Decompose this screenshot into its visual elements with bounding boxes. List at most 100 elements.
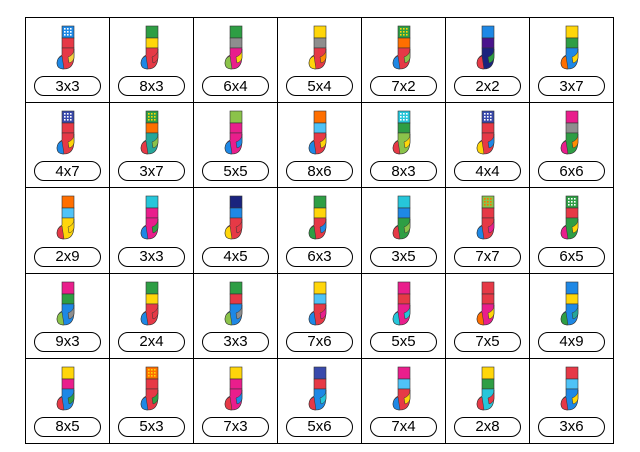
sock-icon	[476, 110, 500, 156]
sock-icon	[56, 195, 80, 241]
sock-icon	[476, 25, 500, 71]
sock-card[interactable]: 3x5	[362, 188, 446, 274]
sock-card[interactable]: 4x5	[194, 188, 278, 274]
sock-icon	[140, 281, 164, 327]
sock-icon	[476, 195, 500, 241]
sock-card[interactable]: 6x5	[530, 188, 614, 274]
sock-card[interactable]: 2x8	[446, 358, 530, 444]
sock-icon	[392, 366, 416, 412]
sock-icon	[308, 195, 332, 241]
sock-card[interactable]: 4x7	[26, 103, 110, 189]
sock-card[interactable]: 6x3	[278, 188, 362, 274]
sock-card[interactable]: 3x7	[530, 18, 614, 104]
sock-card[interactable]: 7x7	[446, 188, 530, 274]
sock-card[interactable]: 3x3	[194, 273, 278, 359]
sock-icon	[308, 25, 332, 71]
problem-label: 2x2	[454, 76, 521, 97]
sock-card[interactable]: 7x4	[362, 358, 446, 444]
sock-card[interactable]: 5x5	[362, 273, 446, 359]
problem-label: 4x4	[454, 161, 521, 182]
problem-label: 6x3	[286, 246, 353, 267]
sock-card[interactable]: 9x3	[26, 273, 110, 359]
sock-card[interactable]: 2x2	[446, 18, 530, 104]
sock-card[interactable]: 2x4	[110, 273, 194, 359]
problem-label: 7x3	[202, 416, 269, 437]
sock-card[interactable]: 3x3	[26, 18, 110, 104]
sock-card[interactable]: 7x2	[362, 18, 446, 104]
problem-label: 7x6	[286, 331, 353, 352]
problem-label: 2x4	[118, 331, 185, 352]
problem-label: 5x5	[370, 331, 437, 352]
sock-card[interactable]: 3x3	[110, 188, 194, 274]
problem-label: 3x7	[538, 76, 605, 97]
problem-label: 6x6	[538, 161, 605, 182]
problem-label: 8x3	[118, 76, 185, 97]
sock-card[interactable]: 6x6	[530, 103, 614, 189]
sock-card[interactable]: 8x6	[278, 103, 362, 189]
problem-label: 9x3	[34, 331, 101, 352]
problem-label: 6x5	[538, 246, 605, 267]
sock-card[interactable]: 3x7	[110, 103, 194, 189]
sock-icon	[392, 110, 416, 156]
sock-card[interactable]: 8x5	[26, 358, 110, 444]
problem-label: 3x3	[118, 246, 185, 267]
problem-label: 2x8	[454, 416, 521, 437]
sock-icon	[560, 195, 584, 241]
sock-card[interactable]: 8x3	[110, 18, 194, 104]
problem-label: 6x4	[202, 76, 269, 97]
problem-label: 8x3	[370, 161, 437, 182]
sock-icon	[224, 281, 248, 327]
problem-label: 3x7	[118, 161, 185, 182]
problem-label: 2x9	[34, 246, 101, 267]
sock-icon	[224, 110, 248, 156]
sock-icon	[224, 25, 248, 71]
problem-label: 5x3	[118, 416, 185, 437]
sock-icon	[56, 281, 80, 327]
card-grid: 3x3 8x3 6x4	[25, 17, 614, 444]
sock-card[interactable]: 7x3	[194, 358, 278, 444]
problem-label: 3x3	[34, 76, 101, 97]
sock-card[interactable]: 4x4	[446, 103, 530, 189]
sock-card[interactable]: 5x4	[278, 18, 362, 104]
sock-card[interactable]: 4x9	[530, 273, 614, 359]
problem-label: 4x5	[202, 246, 269, 267]
sock-icon	[392, 281, 416, 327]
sock-card[interactable]: 5x6	[278, 358, 362, 444]
sock-icon	[224, 195, 248, 241]
problem-label: 3x5	[370, 246, 437, 267]
sock-icon	[560, 110, 584, 156]
sock-icon	[392, 195, 416, 241]
sock-card[interactable]: 6x4	[194, 18, 278, 104]
sock-card[interactable]: 5x5	[194, 103, 278, 189]
sock-icon	[56, 366, 80, 412]
sock-icon	[476, 281, 500, 327]
problem-label: 5x5	[202, 161, 269, 182]
problem-label: 5x4	[286, 76, 353, 97]
problem-label: 3x3	[202, 331, 269, 352]
sock-icon	[560, 366, 584, 412]
problem-label: 8x6	[286, 161, 353, 182]
sock-icon	[140, 25, 164, 71]
sock-icon	[224, 366, 248, 412]
problem-label: 4x7	[34, 161, 101, 182]
problem-label: 7x2	[370, 76, 437, 97]
problem-label: 4x9	[538, 331, 605, 352]
sock-card[interactable]: 2x9	[26, 188, 110, 274]
problem-label: 5x6	[286, 416, 353, 437]
sock-card[interactable]: 7x5	[446, 273, 530, 359]
problem-label: 7x5	[454, 331, 521, 352]
sock-icon	[308, 110, 332, 156]
sock-icon	[56, 25, 80, 71]
sock-card[interactable]: 3x6	[530, 358, 614, 444]
sock-card[interactable]: 8x3	[362, 103, 446, 189]
sock-icon	[476, 366, 500, 412]
sock-icon	[140, 366, 164, 412]
sock-icon	[392, 25, 416, 71]
problem-label: 3x6	[538, 416, 605, 437]
problem-label: 7x4	[370, 416, 437, 437]
sock-icon	[560, 281, 584, 327]
sock-card[interactable]: 5x3	[110, 358, 194, 444]
sock-icon	[308, 281, 332, 327]
sock-icon	[56, 110, 80, 156]
sock-card[interactable]: 7x6	[278, 273, 362, 359]
